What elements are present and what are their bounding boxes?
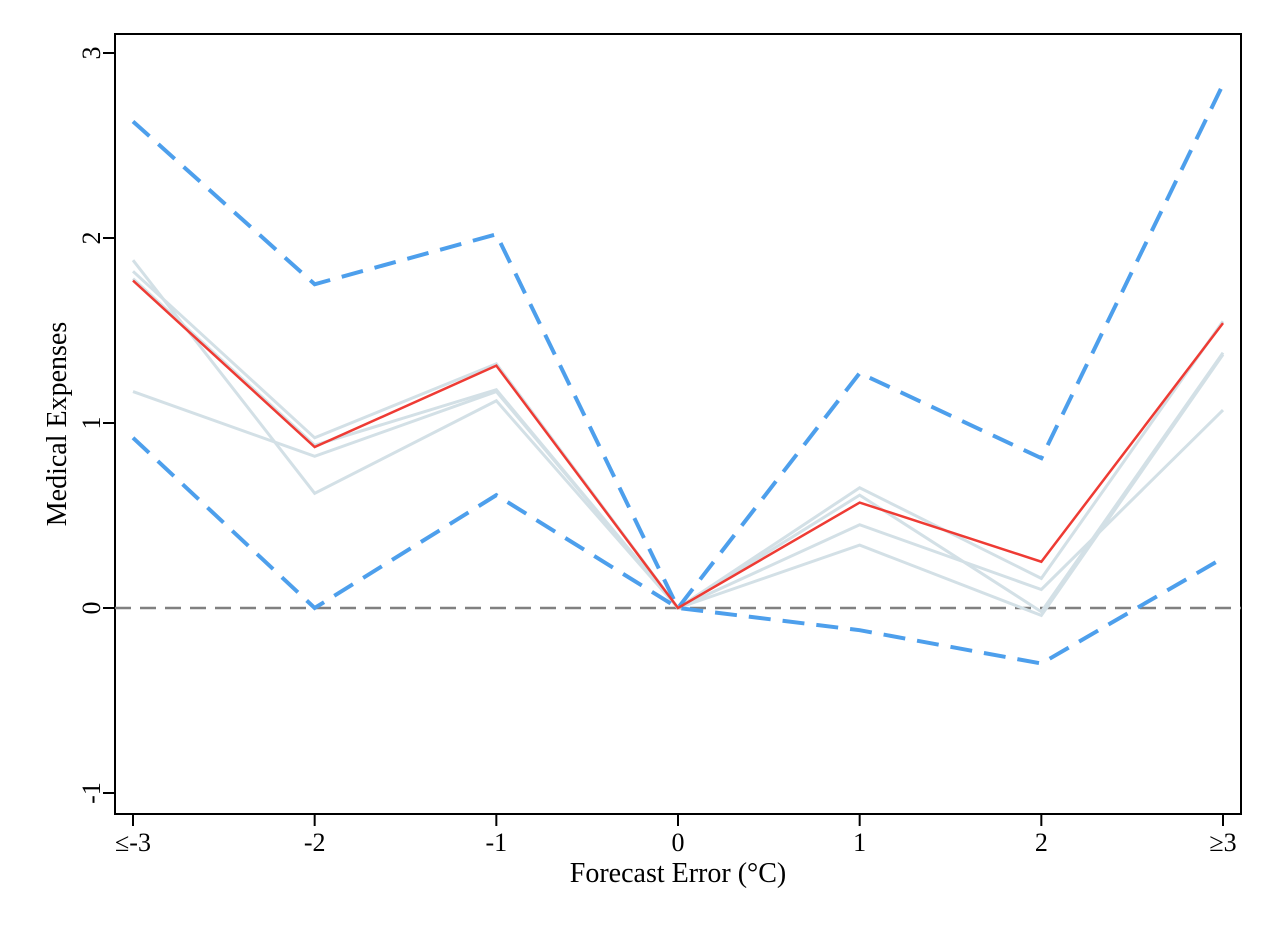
plot-frame	[114, 33, 1242, 815]
robustness-line-2	[131, 259, 1225, 618]
y-tick-label: 1	[77, 417, 106, 430]
robustness-line-4	[131, 277, 1225, 614]
x-tick-label: -1	[485, 828, 507, 857]
robustness-line-3	[131, 270, 1225, 611]
y-tick-label: 2	[77, 232, 106, 245]
upper-ci-line	[131, 83, 1225, 612]
x-tick-label: ≥3	[1209, 828, 1236, 857]
x-tick-label: 1	[853, 828, 866, 857]
estimate-line	[132, 279, 1224, 610]
robustness-line-1	[132, 389, 1225, 610]
axes-layer: ≤-3 -2 -1 0 1 2 ≥3 -1 0 1 2 3	[77, 47, 1237, 858]
lower-ci-line	[131, 436, 1225, 666]
y-tick-label: 0	[77, 602, 106, 615]
x-tick-label: ≤-3	[115, 828, 151, 857]
y-tick-label: 3	[77, 47, 106, 60]
x-axis-title: Forecast Error (°C)	[570, 858, 786, 889]
x-tick-label: -2	[304, 828, 326, 857]
x-tick-label: 0	[672, 828, 685, 857]
x-tick-label: 2	[1035, 828, 1048, 857]
y-axis-title: Medical Expenses	[42, 322, 73, 527]
y-tick-label: -1	[77, 782, 106, 804]
series-layer	[115, 83, 1241, 666]
